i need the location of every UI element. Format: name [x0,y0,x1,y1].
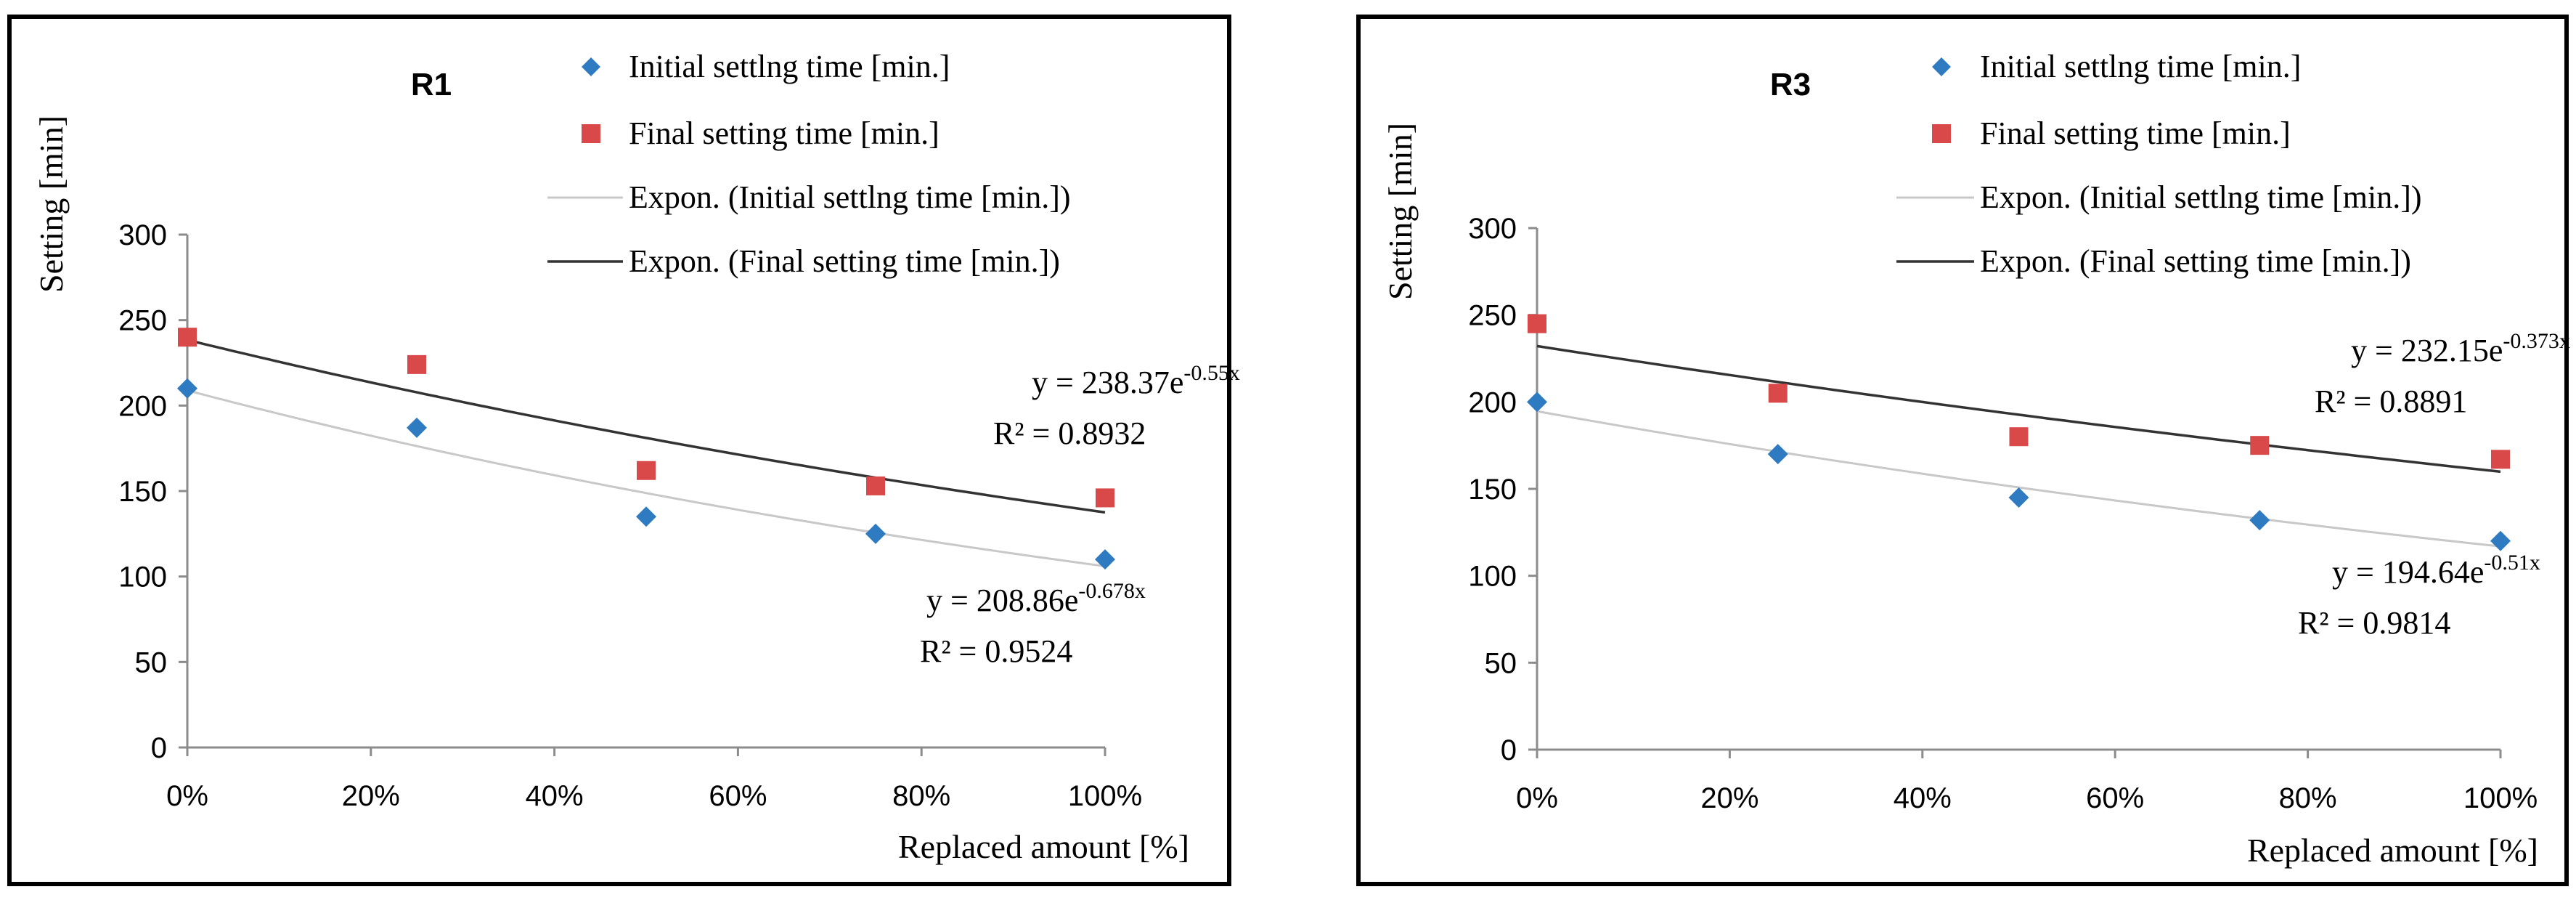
r-squared-initial: R² = 0.9524 [920,633,1072,669]
equation-initial: y = 208.86e-0.678x [926,579,1146,618]
x-tick-label: 100% [1068,780,1142,812]
y-tick-label: 50 [135,646,168,678]
x-axis-title: Replaced amount [%] [2247,832,2538,869]
x-tick-label: 0% [166,780,208,812]
chart-panel-r3: 0 50 100 150 200 250 300 0% 20% 40% 60% 80% 100% Sett… [1356,15,2570,886]
y-tick-label: 100 [118,562,167,593]
y-axis-title: Setting [min] [1382,123,1419,300]
data-point-initial [636,506,656,527]
equation-base: y = 238.37e [1032,365,1183,400]
x-tick-label: 60% [2086,782,2144,814]
y-tick-label: 50 [1485,647,1517,679]
legend-label-final: Final setting time [min.] [629,115,939,151]
y-tick-label: 250 [118,305,167,337]
data-point-initial [1767,444,1788,465]
data-point-final [1096,488,1114,508]
equation-exponent: -0.678x [1078,579,1146,603]
y-tick-label: 200 [118,390,167,422]
trendline-initial [187,389,1106,567]
chart-r1: 0 50 100 150 200 250 300 0% 20% 40% 60% 80% 100% Sett… [33,49,1240,865]
data-point-final [2250,436,2270,455]
legend-marker-initial [582,57,600,76]
data-point-final [2491,450,2510,469]
data-point-initial [1095,549,1115,570]
chart-title: R3 [1770,67,1811,102]
r-squared-initial: R² = 0.9814 [2298,605,2450,641]
x-tick-label: 80% [892,780,950,812]
data-point-initial [2008,487,2029,508]
legend-marker-initial [1932,57,1951,76]
data-point-final [2009,427,2029,447]
legend-label-final: Final setting time [min.] [1980,115,2291,151]
y-tick-label: 250 [1468,300,1517,332]
x-tick-label: 0% [1516,782,1558,814]
equation-initial: y = 194.64e-0.51x [2332,551,2540,590]
chart-r3: 0 50 100 150 200 250 300 0% 20% 40% 60% 80% 100% Sett… [1382,49,2570,869]
r-squared-final: R² = 0.8932 [993,415,1146,451]
y-tick-label: 300 [1468,213,1517,245]
x-tick-label: 20% [342,780,400,812]
chart-title: R1 [411,67,452,102]
y-tick-label: 300 [118,219,167,251]
legend-label-initial-trend: Expon. (Initial settlng time [min.]) [1980,179,2422,215]
x-tick-label: 40% [526,780,584,812]
trendline-final [187,338,1106,514]
y-tick-label: 200 [1468,386,1517,418]
equation-exponent: -0.373x [2503,329,2570,353]
data-point-initial [407,417,427,438]
y-tick-label: 0 [151,732,167,764]
r-squared-final: R² = 0.8891 [2315,384,2467,419]
y-tick-label: 100 [1468,561,1517,593]
equation-final: y = 238.37e-0.55x [1032,361,1240,400]
legend-label-initial: Initial settlng time [min.] [629,49,950,84]
equation-exponent: -0.55x [1183,361,1240,385]
y-tick-label: 150 [118,476,167,508]
legend-marker-final [1932,124,1951,143]
x-axis-title: Replaced amount [%] [898,828,1189,865]
y-tick-label: 150 [1468,474,1517,506]
x-tick-label: 40% [1894,782,1952,814]
legend-label-initial-trend: Expon. (Initial settlng time [min.]) [629,179,1071,215]
equation-base: y = 232.15e [2351,333,2503,368]
y-axis-title: Setting [min] [33,115,70,293]
legend-label-final-trend: Expon. (Final setting time [min.]) [629,243,1060,279]
trendline-final [1536,344,2501,474]
data-point-final [1768,384,1788,403]
chart-panel-r1: 0 50 100 150 200 250 300 0% 20% 40% 60% 80% 100% Sett… [7,15,1240,886]
y-tick-label: 0 [1501,734,1517,766]
data-point-initial [2490,530,2511,551]
legend-label-final-trend: Expon. (Final setting time [min.]) [1980,243,2411,279]
equation-exponent: -0.51x [2484,551,2540,575]
data-point-initial [2249,510,2270,531]
x-tick-label: 60% [709,780,767,812]
data-point-final [1528,314,1546,333]
data-point-initial [177,378,197,399]
data-point-initial [1527,392,1547,413]
data-point-initial [865,523,886,544]
equation-final: y = 232.15e-0.373x [2351,329,2570,368]
x-tick-label: 100% [2463,782,2538,814]
legend-marker-final [582,124,600,143]
data-point-final [178,328,197,347]
data-point-final [407,354,426,374]
equation-base: y = 194.64e [2332,554,2484,590]
x-tick-label: 20% [1700,782,1758,814]
x-tick-label: 80% [2279,782,2337,814]
legend-label-initial: Initial settlng time [min.] [1980,49,2301,84]
equation-base: y = 208.86e [926,583,1078,618]
data-point-final [637,461,656,480]
data-point-final [866,476,885,495]
